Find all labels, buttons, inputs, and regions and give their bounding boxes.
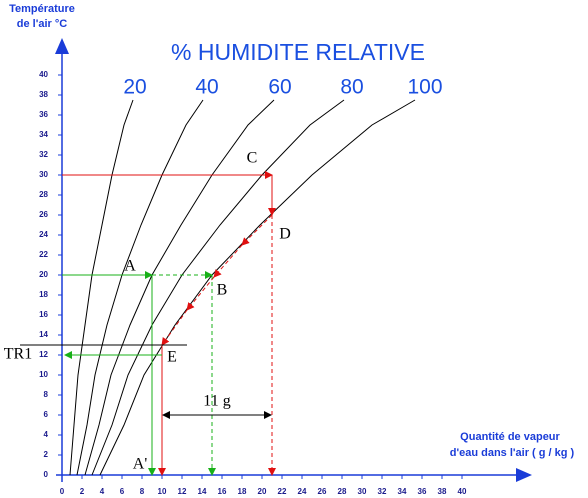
x-axis-label: d'eau dans l'air ( g / kg ) <box>450 447 575 459</box>
series-label: 20 <box>123 76 146 99</box>
chart-title: % HUMIDITE RELATIVE <box>171 39 425 65</box>
point-label: D <box>279 226 291 243</box>
x-tick-label: 2 <box>80 487 85 496</box>
y-tick-label: 4 <box>44 430 49 439</box>
point-label: A <box>124 258 136 275</box>
y-tick-label: 28 <box>39 190 48 199</box>
x-tick-label: 28 <box>338 487 347 496</box>
point-label: A' <box>133 456 148 473</box>
x-tick-label: 20 <box>258 487 267 496</box>
x-tick-label: 12 <box>178 487 187 496</box>
y-tick-label: 34 <box>39 130 48 139</box>
x-tick-label: 34 <box>398 487 407 496</box>
point-label: E <box>167 349 177 366</box>
x-axis-arrow <box>516 468 532 482</box>
y-tick-label: 2 <box>44 450 49 459</box>
y-tick-label: 36 <box>39 110 48 119</box>
x-tick-label: 16 <box>218 487 227 496</box>
y-tick-label: 40 <box>39 70 48 79</box>
point-label: B <box>217 282 228 299</box>
x-tick-label: 8 <box>140 487 145 496</box>
series-label: 80 <box>340 76 363 99</box>
y-axis-label: de l'air °C <box>17 18 67 30</box>
y-axis-label: Température <box>9 3 75 15</box>
x-tick-label: 24 <box>298 487 307 496</box>
y-tick-label: 6 <box>44 410 49 419</box>
x-tick-label: 10 <box>158 487 167 496</box>
x-tick-label: 38 <box>438 487 447 496</box>
x-tick-label: 4 <box>100 487 105 496</box>
humidity-curve <box>99 99 416 476</box>
x-tick-label: 30 <box>358 487 367 496</box>
span-label: 11 g <box>203 393 230 410</box>
y-tick-label: 0 <box>44 470 49 479</box>
x-tick-label: 0 <box>60 487 65 496</box>
humidity-curve <box>84 99 275 476</box>
y-tick-label: 26 <box>39 210 48 219</box>
point-label: C <box>247 150 258 167</box>
y-axis-arrow <box>55 38 69 54</box>
y-tick-label: 8 <box>44 390 49 399</box>
y-tick-label: 20 <box>39 270 48 279</box>
y-tick-label: 22 <box>39 250 48 259</box>
x-tick-label: 6 <box>120 487 125 496</box>
y-tick-label: 10 <box>39 370 48 379</box>
x-tick-label: 22 <box>278 487 287 496</box>
arrow-line <box>213 244 243 278</box>
arrow-line <box>241 214 273 246</box>
arrow-line <box>161 309 188 346</box>
x-tick-label: 14 <box>198 487 207 496</box>
y-tick-label: 24 <box>39 230 48 239</box>
y-tick-label: 18 <box>39 290 48 299</box>
series-label: 60 <box>268 76 291 99</box>
y-tick-label: 38 <box>39 90 48 99</box>
humidity-curve <box>69 99 134 476</box>
y-tick-label: 32 <box>39 150 48 159</box>
series-label: 40 <box>195 76 218 99</box>
x-axis-label: Quantité de vapeur <box>460 431 560 443</box>
x-tick-label: 32 <box>378 487 387 496</box>
x-tick-label: 36 <box>418 487 427 496</box>
y-tick-label: 16 <box>39 310 48 319</box>
humidity-curve <box>76 99 204 476</box>
x-tick-label: 18 <box>238 487 247 496</box>
y-tick-label: 14 <box>39 330 48 339</box>
x-tick-label: 26 <box>318 487 327 496</box>
x-tick-label: 40 <box>458 487 467 496</box>
y-tick-label: 30 <box>39 170 48 179</box>
arrow-line <box>186 276 215 311</box>
point-label: TR1 <box>4 346 32 363</box>
series-label: 100 <box>407 76 442 99</box>
y-tick-label: 12 <box>39 350 48 359</box>
